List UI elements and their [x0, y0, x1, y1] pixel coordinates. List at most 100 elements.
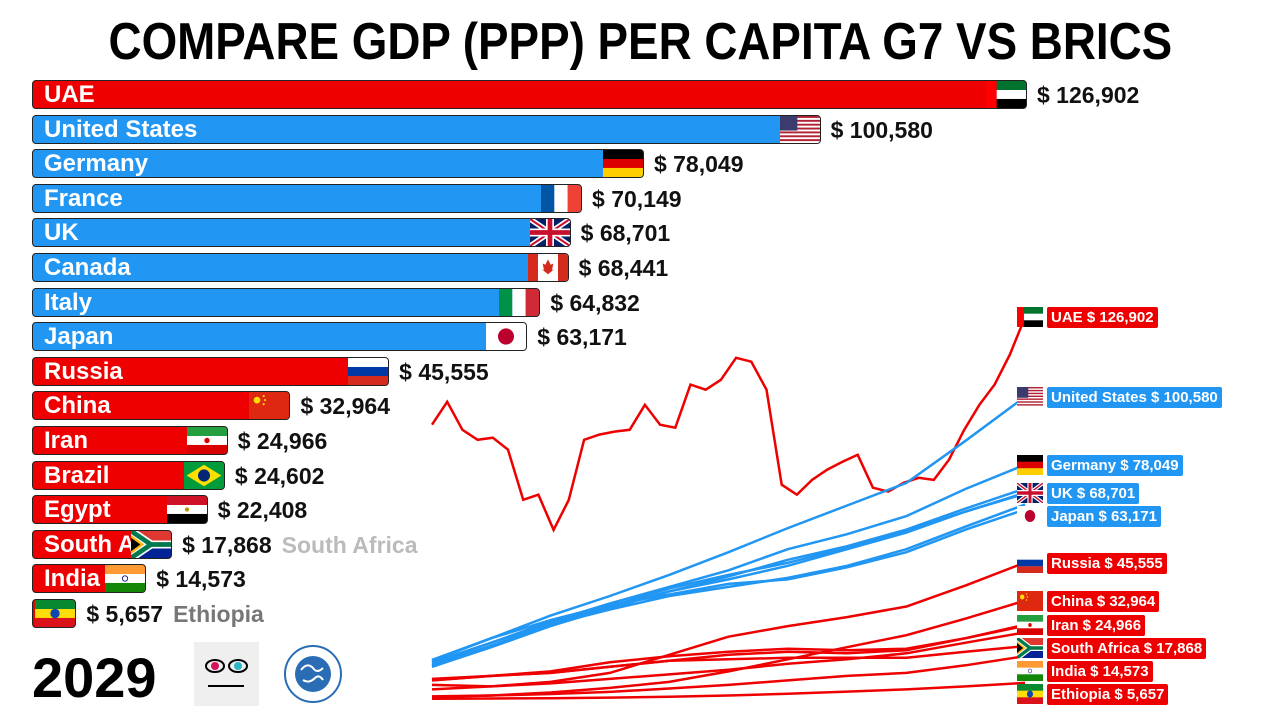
value-text: $ 126,902 — [1037, 82, 1140, 108]
value-text: $ 64,832 — [550, 289, 640, 316]
outside-name: South Africa — [281, 531, 418, 558]
value-text: $ 5,657 — [86, 601, 164, 627]
line-label-uk: UK $ 68,701 — [1047, 482, 1140, 504]
line-label-ethiopia: Ethiopia $ 5,657 — [1047, 683, 1169, 705]
bar-label: Iran — [44, 427, 89, 454]
bar-value: $ 126,902 — [1037, 81, 1139, 110]
bar-label: UAE — [44, 81, 95, 108]
uae-flag-icon — [1017, 307, 1043, 328]
line-label-russia: Russia $ 45,555 — [1047, 552, 1167, 574]
line-uae — [430, 316, 1027, 533]
bar-value: $ 78,049 — [654, 150, 744, 179]
canada-flag-icon — [527, 254, 568, 281]
uk-flag-icon — [1016, 481, 1044, 505]
bar-russia: Russia — [32, 356, 390, 386]
south-africa-flag-icon — [128, 530, 172, 558]
bar-ethiopia — [32, 599, 77, 628]
bar-label: Italy — [44, 288, 93, 316]
india-flag-icon — [105, 565, 146, 593]
value-text: $ 24,966 — [237, 428, 328, 454]
bar-value: $ 17,868 South Africa — [182, 531, 417, 560]
value-text: $ 68,441 — [578, 255, 669, 281]
germany-flag-icon — [1017, 454, 1043, 475]
mstats-logo — [194, 642, 259, 706]
bar-value: $ 63,171 — [537, 323, 627, 352]
bar-value: $ 100,580 — [831, 116, 933, 145]
bar-label: Japan — [44, 323, 114, 351]
bar-canada: Canada — [32, 253, 569, 282]
uae-flag-icon — [986, 81, 1026, 108]
line-ethiopia — [431, 681, 1026, 701]
line-united-states — [431, 395, 1026, 662]
bar-india: India — [32, 564, 147, 594]
year-label: 2029 — [32, 646, 157, 709]
line-label-japan: Japan $ 63,171 — [1047, 505, 1161, 527]
bar-value: $ 64,832 — [550, 289, 640, 318]
line-label-india: India $ 14,573 — [1047, 660, 1153, 682]
line-italy — [431, 503, 1026, 668]
value-text: $ 24,602 — [234, 462, 325, 489]
bar-value: $ 14,573 — [156, 565, 246, 594]
bar-value: $ 24,966 — [238, 427, 328, 456]
line-label-united-states: United States $ 100,580 — [1047, 386, 1222, 408]
bar-value: $ 24,602 — [235, 462, 325, 491]
bar-value: $ 22,408 — [218, 496, 308, 525]
bar-label: Egypt — [44, 496, 111, 524]
france-flag-icon — [541, 184, 582, 212]
value-text: $ 78,049 — [653, 151, 744, 178]
value-text: $ 70,149 — [592, 185, 682, 212]
iran-flag-icon — [1017, 614, 1043, 635]
line-label-germany: Germany $ 78,049 — [1047, 454, 1183, 476]
line-label-uae: UAE $ 126,902 — [1047, 307, 1158, 329]
value-text: $ 32,964 — [300, 393, 390, 420]
bar-italy: Italy — [32, 287, 541, 317]
south-africa-flag-icon — [1015, 635, 1043, 661]
bar-japan: Japan — [32, 322, 528, 352]
line-uk — [431, 491, 1026, 668]
bar-united-states: United States — [32, 114, 821, 144]
value-text: $ 22,408 — [217, 497, 308, 524]
value-text: $ 14,573 — [156, 566, 246, 593]
bar-value: $ 70,149 — [592, 185, 682, 214]
brazil-flag-icon — [183, 461, 224, 489]
bar-value: $ 5,657 Ethiopia — [86, 600, 263, 629]
imf-logo — [283, 644, 343, 704]
usa-flag-icon — [1017, 386, 1043, 407]
bar-label: India — [44, 565, 101, 593]
line-japan — [431, 508, 1026, 662]
bar-label: France — [44, 184, 123, 212]
value-text: $ 100,580 — [830, 116, 933, 143]
bar-egypt: Egypt — [32, 495, 208, 525]
chart-title: COMPARE GDP (PPP) PER CAPITA G7 VS BRICS — [108, 13, 1172, 71]
bar-label: Russia — [44, 357, 123, 385]
usa-flag-icon — [779, 115, 820, 143]
line-label-iran: Iran $ 24,966 — [1047, 614, 1146, 636]
germany-flag-icon — [602, 150, 643, 178]
japan-flag-icon — [486, 323, 527, 351]
bar-uk: UK — [32, 218, 571, 248]
line-france — [431, 487, 1026, 667]
bar-label: Germany — [44, 150, 149, 178]
line-south-africa — [431, 644, 1026, 681]
value-text: $ 63,171 — [537, 324, 627, 351]
iran-flag-icon — [186, 427, 227, 454]
russia-flag-icon — [348, 357, 389, 385]
italy-flag-icon — [499, 288, 540, 316]
bar-uae: UAE — [32, 80, 1027, 109]
line-label-south-africa: South Africa $ 17,868 — [1047, 637, 1207, 659]
bar-value: $ 45,555 — [399, 358, 489, 387]
bar-label: United States — [44, 115, 198, 143]
line-russia — [431, 561, 1026, 688]
bar-label: China — [44, 392, 111, 420]
ethiopia-flag-icon — [1017, 683, 1043, 704]
value-text: $ 45,555 — [399, 358, 489, 385]
bar-value: $ 68,701 — [581, 219, 671, 248]
outside-name: Ethiopia — [173, 601, 264, 627]
line-egypt — [431, 631, 1026, 691]
line-label-china: China $ 32,964 — [1047, 590, 1160, 612]
value-text: $ 68,701 — [580, 220, 671, 247]
ethiopia-flag-icon — [35, 600, 76, 627]
line-india — [431, 654, 1026, 698]
bar-brazil: Brazil — [32, 460, 225, 490]
bar-label: Brazil — [44, 461, 110, 489]
